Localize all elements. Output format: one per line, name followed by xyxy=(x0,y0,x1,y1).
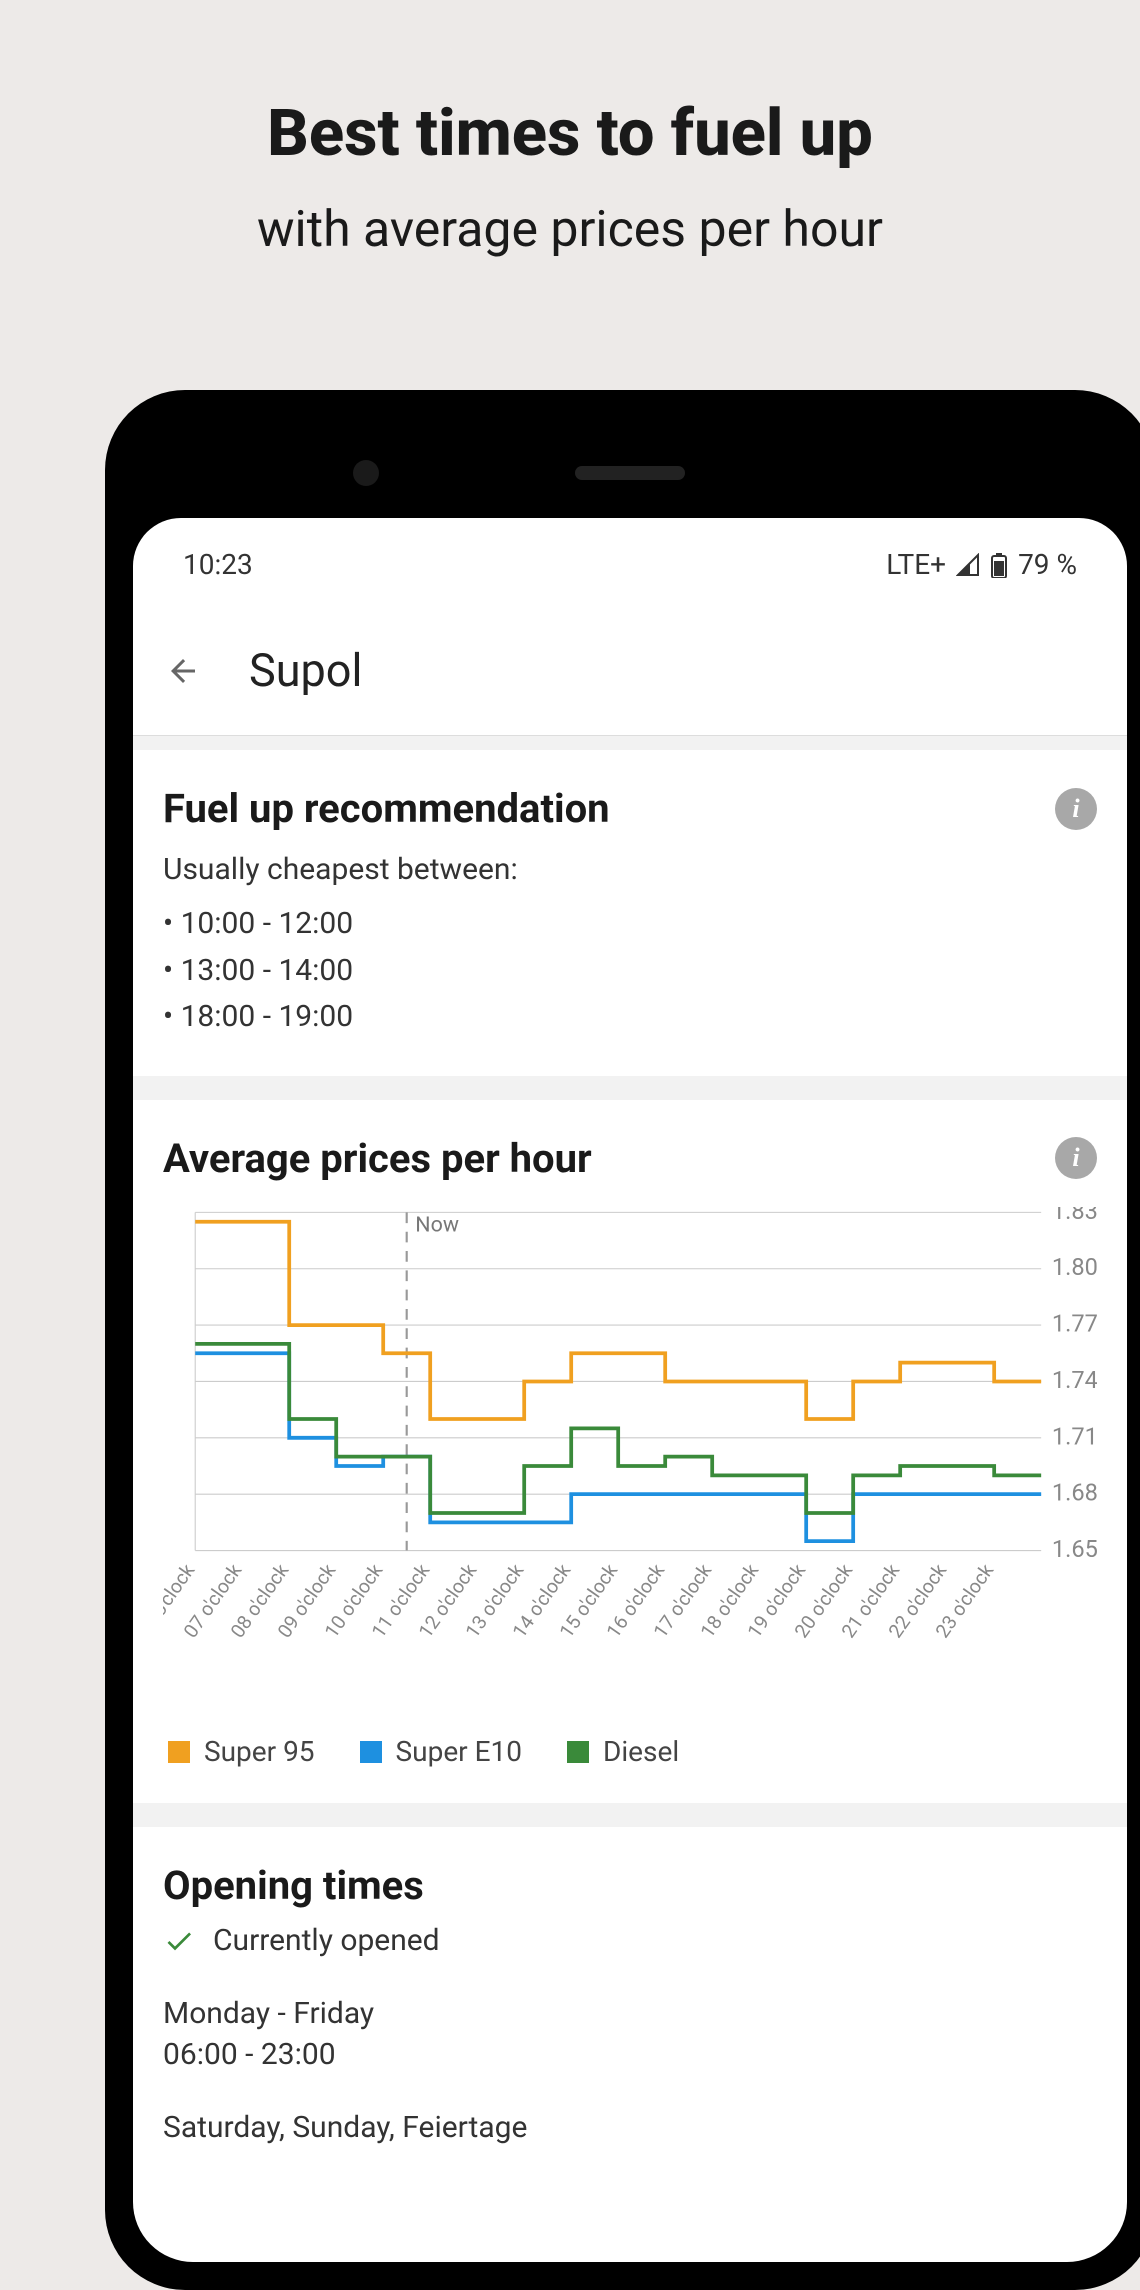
recommendation-card: Fuel up recommendation i Usually cheapes… xyxy=(133,750,1127,1076)
chart-card: Average prices per hour i 1.83 1.80 1.77 1.… xyxy=(133,1100,1127,1804)
promo-subtitle: with average prices per hour xyxy=(0,201,1140,259)
back-button[interactable] xyxy=(163,651,203,691)
svg-text:1.65: 1.65 xyxy=(1052,1534,1097,1562)
legend-swatch xyxy=(567,1741,589,1763)
app-header: Supol xyxy=(133,596,1127,736)
legend-label: Diesel xyxy=(603,1735,679,1768)
info-icon[interactable]: i xyxy=(1055,1137,1097,1179)
legend-item: Super E10 xyxy=(360,1735,522,1768)
legend-swatch xyxy=(360,1741,382,1763)
legend: Super 95 Super E10 Diesel xyxy=(163,1735,1097,1768)
chart-svg: 1.831.801.771.741.711.681.65Now06 o'cloc… xyxy=(163,1207,1097,1712)
checkmark-icon xyxy=(163,1925,195,1957)
opening-hours-list: Monday - Friday 06:00 - 23:00 Saturday, Su… xyxy=(163,1996,1097,2145)
legend-swatch xyxy=(168,1741,190,1763)
svg-text:1.71: 1.71 xyxy=(1052,1422,1097,1450)
svg-text:1.80: 1.80 xyxy=(1052,1253,1097,1281)
legend-item: Super 95 xyxy=(168,1735,315,1768)
promo-header: Best times to fuel up with average price… xyxy=(0,0,1140,259)
phone-speaker xyxy=(575,466,685,480)
status-time: 10:23 xyxy=(183,548,253,581)
phone-frame: 10:23 LTE+ 79 % Supol Fuel up r xyxy=(105,390,1140,2290)
phone-camera xyxy=(353,460,379,486)
opening-title: Opening times xyxy=(163,1862,424,1909)
status-bar: 10:23 LTE+ 79 % xyxy=(133,518,1127,596)
signal-icon xyxy=(956,553,980,577)
legend-label: Super E10 xyxy=(396,1735,522,1768)
recommendation-time: • 18:00 - 19:00 xyxy=(163,994,1097,1041)
opening-status: Currently opened xyxy=(213,1923,440,1958)
opening-block-label: Monday - Friday xyxy=(163,1996,1097,2031)
arrow-left-icon xyxy=(165,653,201,689)
svg-text:1.77: 1.77 xyxy=(1052,1309,1097,1337)
svg-text:1.74: 1.74 xyxy=(1052,1365,1097,1393)
price-chart: 1.831.801.771.741.711.681.65Now06 o'cloc… xyxy=(163,1207,1097,1716)
recommendation-label: Usually cheapest between: xyxy=(163,852,1097,887)
promo-title: Best times to fuel up xyxy=(0,95,1140,171)
opening-block-label: Saturday, Sunday, Feiertage xyxy=(163,2110,1097,2145)
svg-text:1.83: 1.83 xyxy=(1052,1207,1097,1225)
legend-label: Super 95 xyxy=(204,1735,315,1768)
status-battery: 79 % xyxy=(1018,548,1077,581)
recommendation-time: • 13:00 - 14:00 xyxy=(163,948,1097,995)
svg-text:1.68: 1.68 xyxy=(1052,1478,1097,1506)
svg-text:Now: Now xyxy=(415,1212,459,1237)
battery-icon xyxy=(990,552,1008,578)
chart-title: Average prices per hour xyxy=(163,1135,592,1182)
screen: 10:23 LTE+ 79 % Supol Fuel up r xyxy=(133,518,1127,2262)
app-title: Supol xyxy=(249,644,362,697)
recommendation-times: • 10:00 - 12:00• 13:00 - 14:00• 18:00 - … xyxy=(163,901,1097,1041)
recommendation-time: • 10:00 - 12:00 xyxy=(163,901,1097,948)
legend-item: Diesel xyxy=(567,1735,679,1768)
status-network: LTE+ xyxy=(886,548,946,581)
opening-card: Opening times Currently opened Monday - … xyxy=(133,1827,1127,2186)
info-icon[interactable]: i xyxy=(1055,788,1097,830)
recommendation-title: Fuel up recommendation xyxy=(163,785,610,832)
opening-block-time: 06:00 - 23:00 xyxy=(163,2037,1097,2072)
